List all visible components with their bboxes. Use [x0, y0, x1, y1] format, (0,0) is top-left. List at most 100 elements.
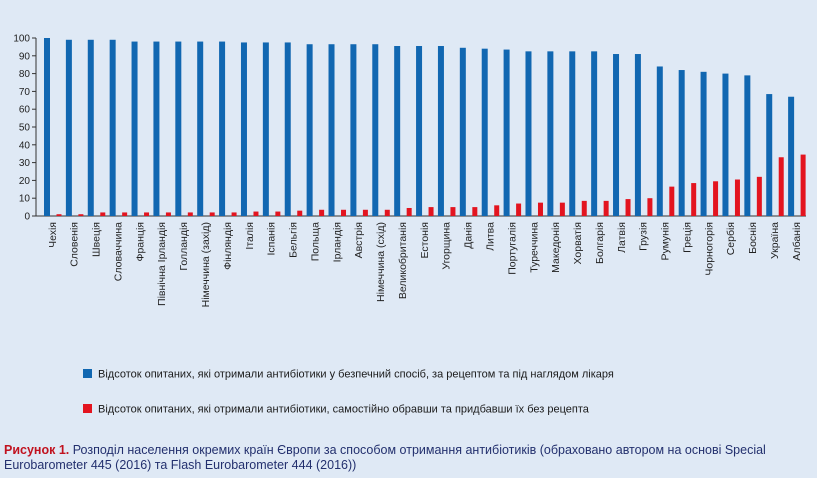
bar-prescribed [634, 54, 641, 216]
bar-self-medication [297, 210, 303, 216]
bar-self-medication [253, 211, 259, 216]
x-tick-label: Португалія [506, 222, 518, 275]
y-tick-label: 100 [13, 34, 30, 45]
y-tick-label: 0 [24, 212, 30, 223]
bar-prescribed [547, 51, 554, 216]
x-tick-label: Франція [134, 222, 146, 262]
bar-self-medication [100, 212, 106, 216]
caption-label: Рисунок 1. [4, 443, 70, 457]
bar-prescribed [44, 38, 50, 216]
y-tick-label: 40 [19, 140, 31, 151]
bar-prescribed [197, 41, 204, 217]
x-tick-label: Німеччина (захід) [200, 222, 212, 307]
bar-prescribed [131, 41, 138, 217]
legend: Відсоток опитаних, які отримали антибіот… [83, 369, 614, 416]
bar-prescribed [525, 51, 532, 216]
x-tick-label: Данія [463, 222, 475, 249]
x-tick-label: Латвія [616, 222, 628, 253]
bar-prescribed [394, 46, 401, 217]
x-tick-label: Швеція [91, 222, 103, 257]
x-tick-label: Румунія [660, 222, 672, 261]
x-tick-label: Північна Ірландія [156, 222, 168, 306]
bar-prescribed [109, 39, 116, 216]
x-tick-label: Голландія [178, 222, 190, 271]
bar-prescribed [481, 48, 488, 217]
y-axis: 0 10 20 30 40 50 60 70 80 90 100 [13, 34, 806, 223]
bar-self-medication [559, 202, 565, 216]
bar-prescribed [656, 66, 663, 216]
bar-self-medication [165, 212, 171, 216]
x-tick-label: Боснія [747, 222, 759, 254]
bar-self-medication [275, 211, 281, 216]
bar-prescribed [416, 46, 423, 217]
x-tick-label: Хорватія [572, 222, 584, 264]
bar-prescribed [153, 41, 160, 217]
bar-self-medication [450, 207, 456, 216]
bar-self-medication [537, 202, 543, 216]
bars [44, 38, 806, 217]
bar-self-medication [494, 205, 500, 216]
x-tick-label: Польща [309, 222, 321, 261]
caption-text: Розподіл населення окремих країн Європи … [4, 443, 766, 472]
bar-self-medication [428, 207, 434, 216]
x-tick-label: Чорногорія [703, 222, 715, 276]
bar-self-medication [319, 209, 325, 216]
bar-prescribed [788, 96, 795, 216]
x-tick-label: Бельгія [288, 222, 300, 258]
bar-self-medication [122, 212, 128, 216]
legend-swatch-self-medication [83, 404, 92, 413]
bar-prescribed [87, 39, 94, 216]
x-tick-label: Німеччина (схід) [375, 222, 387, 302]
legend-swatch-prescribed [83, 369, 92, 378]
y-tick-label: 30 [19, 158, 31, 169]
bar-prescribed [613, 54, 620, 216]
x-tick-label: Македонія [550, 222, 562, 273]
y-tick-label: 50 [19, 123, 31, 134]
x-tick-label: Угорщина [441, 222, 453, 270]
bar-self-medication [406, 207, 412, 216]
bar-self-medication [472, 207, 478, 216]
bar-prescribed [240, 42, 247, 217]
bar-self-medication [581, 200, 587, 216]
bar-self-medication [231, 212, 237, 216]
bar-self-medication [341, 209, 347, 216]
bar-self-medication [713, 181, 719, 216]
legend-label-self-medication: Відсоток опитаних, які отримали антибіот… [98, 404, 590, 416]
x-tick-label: Італія [244, 222, 256, 250]
bar-prescribed [262, 42, 269, 217]
x-tick-label: Болгарія [594, 222, 606, 264]
bar-prescribed [284, 42, 291, 217]
bar-prescribed [175, 41, 182, 217]
bar-self-medication [56, 214, 62, 216]
bar-self-medication [691, 183, 697, 216]
bar-prescribed [678, 70, 685, 216]
bar-prescribed [503, 49, 510, 216]
y-tick-label: 70 [19, 87, 31, 98]
bar-self-medication [625, 199, 631, 216]
x-tick-label: Сербія [725, 222, 737, 255]
bar-self-medication [78, 214, 84, 216]
y-tick-label: 60 [19, 105, 31, 116]
x-tick-label: Грузія [638, 222, 650, 251]
bar-prescribed [700, 71, 707, 216]
bar-self-medication [384, 209, 390, 216]
x-tick-label: Чехія [47, 222, 59, 248]
bar-prescribed [459, 47, 466, 216]
bar-prescribed [437, 46, 444, 217]
x-tick-label: Ірландія [331, 222, 343, 262]
x-tick-label: Україна [769, 222, 781, 259]
x-tick-label: Естонія [419, 222, 431, 258]
y-tick-label: 80 [19, 69, 31, 80]
y-tick-label: 20 [19, 176, 31, 187]
bar-self-medication [756, 176, 762, 216]
x-tick-label: Албанія [791, 222, 803, 261]
x-axis-labels: Чехія Словенія Швеція Словаччина Франція Півн… [47, 222, 803, 308]
bar-self-medication [187, 212, 193, 216]
bar-self-medication [778, 157, 784, 216]
x-tick-label: Словенія [69, 222, 81, 267]
bar-prescribed [722, 73, 729, 216]
bar-self-medication [209, 212, 215, 216]
figure-caption: Рисунок 1. Розподіл населення окремих кр… [4, 443, 812, 473]
x-tick-label: Фінляндія [222, 222, 234, 270]
y-tick-label: 90 [19, 51, 31, 62]
